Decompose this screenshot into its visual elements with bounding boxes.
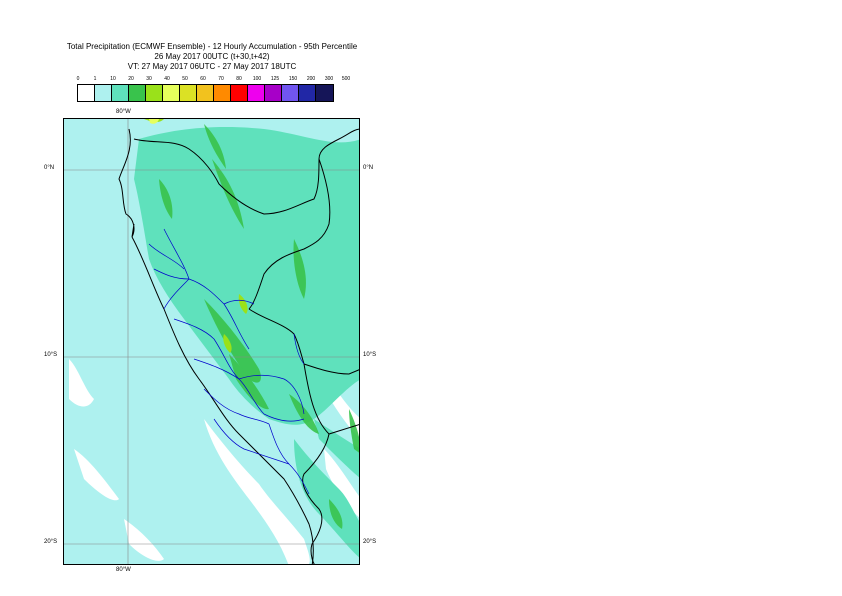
legend-label: 0: [76, 76, 80, 82]
legend-swatch: [197, 85, 214, 101]
legend-label: 40: [164, 76, 170, 82]
legend-swatch: [214, 85, 231, 101]
precip-40-50: [149, 119, 159, 124]
lat-label-left: 20°S: [44, 539, 58, 545]
legend-label: 125: [270, 76, 280, 82]
precip-10-20: [134, 127, 359, 558]
legend-label: 30: [146, 76, 152, 82]
legend-labels: 0 1 10 20 30 40 50 60 70 80 100 125 150 …: [77, 76, 357, 84]
lat-label-right: 10°S: [363, 352, 377, 358]
legend-swatch: [112, 85, 129, 101]
legend-swatch: [248, 85, 265, 101]
legend-label: 300: [324, 76, 334, 82]
legend-swatch: [299, 85, 316, 101]
map-title: Total Precipitation (ECMWF Ensemble) - 1…: [0, 42, 424, 72]
legend-swatch: [146, 85, 163, 101]
legend-swatch: [180, 85, 197, 101]
legend-label: 80: [236, 76, 242, 82]
legend-label: 70: [218, 76, 224, 82]
legend-label: 200: [306, 76, 316, 82]
legend-swatch: [282, 85, 299, 101]
legend-swatch: [316, 85, 333, 101]
legend-label: 20: [128, 76, 134, 82]
lat-label-left: 0°N: [44, 165, 55, 171]
legend-label: 100: [252, 76, 262, 82]
dry-areas: [64, 237, 359, 564]
title-line-2: 26 May 2017 00UTC (t+30,t+42): [154, 52, 270, 61]
map-canvas: [64, 119, 359, 564]
legend-label: 150: [288, 76, 298, 82]
legend-swatch: [78, 85, 95, 101]
lat-label-left: 10°S: [44, 352, 58, 358]
legend-swatch: [265, 85, 282, 101]
legend-swatch: [129, 85, 146, 101]
legend-swatch: [231, 85, 248, 101]
top-longitude-label: 80°W: [116, 109, 131, 115]
title-line-3: VT: 27 May 2017 06UTC - 27 May 2017 18UT…: [127, 62, 297, 71]
legend-label: 60: [200, 76, 206, 82]
precip-30-40: [144, 119, 248, 353]
department-borders: [148, 228, 310, 495]
legend-label: 10: [110, 76, 116, 82]
legend-label: 500: [341, 76, 351, 82]
legend-color-bar: [77, 84, 334, 102]
legend-label: 50: [182, 76, 188, 82]
bottom-longitude-label: 80°W: [116, 567, 131, 573]
lat-label-right: 20°S: [363, 539, 377, 545]
precip-20-30: [159, 124, 359, 529]
precipitation-map: [63, 118, 360, 565]
lat-label-right: 0°N: [363, 165, 374, 171]
legend-swatch: [163, 85, 180, 101]
title-line-1: Total Precipitation (ECMWF Ensemble) - 1…: [66, 42, 358, 51]
legend-swatch: [95, 85, 112, 101]
legend-label: 1: [93, 76, 97, 82]
